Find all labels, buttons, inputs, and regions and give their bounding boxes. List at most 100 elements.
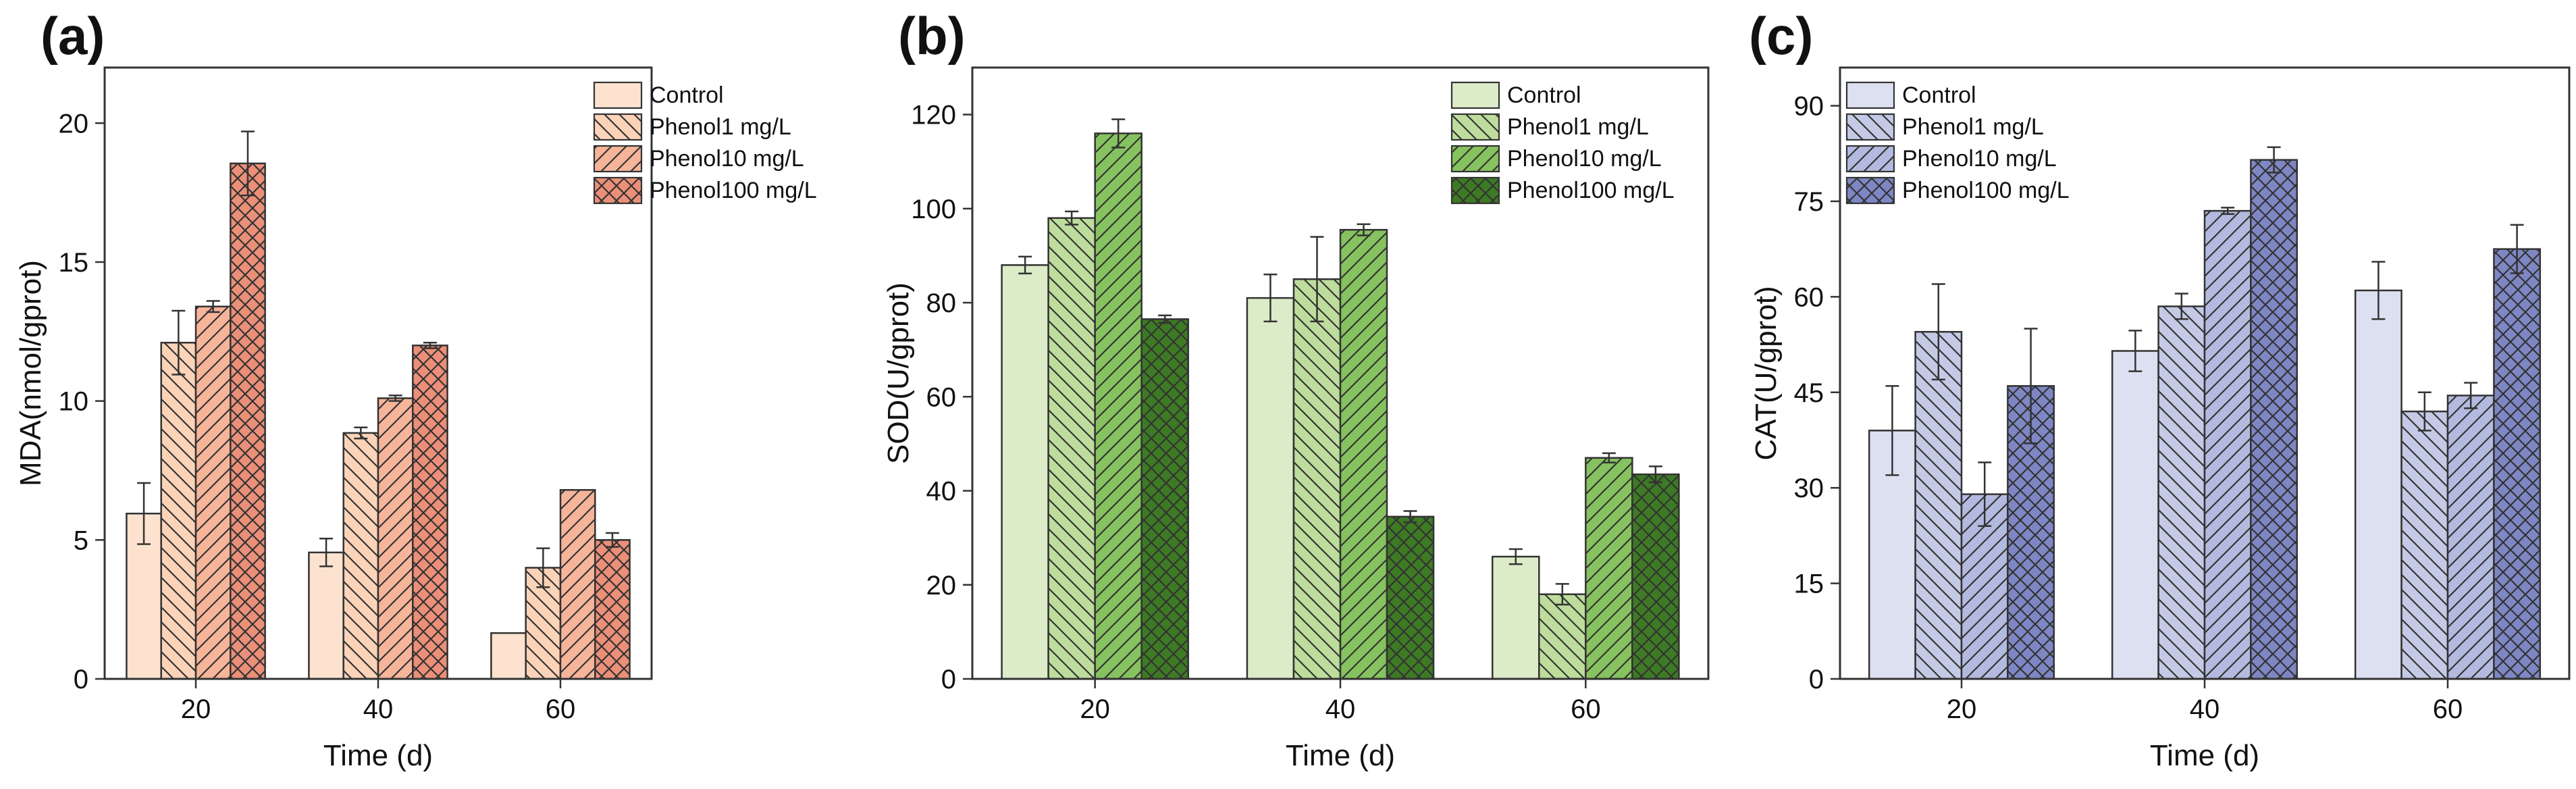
error-bar xyxy=(2128,330,2143,372)
x-tick-label: 60 xyxy=(2433,694,2463,724)
error-bar xyxy=(354,426,368,440)
error-bar xyxy=(1978,461,1992,527)
chart-panel-2: (b) 20 40 60 0 20 40 60 80 100 120 Time (d) SOD(U/gp… xyxy=(882,6,1710,772)
axes-frame xyxy=(971,66,1710,680)
x-tick-label: 40 xyxy=(363,694,394,724)
bar-phenol100-mg-l-20 xyxy=(1140,318,1189,680)
legend-label: Control xyxy=(1902,82,1976,108)
error-bar xyxy=(1602,452,1616,464)
chart-panel-1: (a) 20 40 60 0 5 10 15 20 Time (d) MDA(nmol/gprot)… xyxy=(14,6,817,772)
bar-control-40 xyxy=(1246,297,1295,680)
error-bar xyxy=(2371,261,2386,320)
y-tick-label: 10 xyxy=(59,387,89,417)
bar-phenol100-mg-l-60 xyxy=(2493,248,2542,680)
error-bar xyxy=(1357,223,1371,236)
bar-phenol1-mg-l-20 xyxy=(1047,217,1096,680)
error-bar xyxy=(1403,510,1417,524)
legend-item: Phenol10 mg/L xyxy=(1845,145,2057,173)
error-bar xyxy=(137,482,151,545)
error-bar xyxy=(2510,224,2524,274)
y-tick-label: 30 xyxy=(1794,474,1824,503)
bar-phenol10-mg-l-20 xyxy=(194,305,232,680)
legend-swatch xyxy=(1450,176,1500,205)
legend-item: Control xyxy=(1450,81,1581,109)
legend-swatch xyxy=(1845,145,1895,173)
bar-phenol1-mg-l-40 xyxy=(1292,278,1342,680)
y-tick-label: 20 xyxy=(59,109,89,138)
y-axis-title: SOD(U/gprot) xyxy=(882,282,915,464)
y-tick-label: 15 xyxy=(1794,569,1824,599)
legend-item: Phenol100 mg/L xyxy=(1845,176,2070,205)
error-bar xyxy=(1263,274,1278,323)
error-bar xyxy=(1065,210,1079,226)
y-axis-title: MDA(nmol/gprot) xyxy=(14,260,47,486)
y-axis-title: CAT(U/gprot) xyxy=(1750,286,1783,460)
legend-item: Phenol10 mg/L xyxy=(593,145,804,173)
bar-phenol100-mg-l-60 xyxy=(594,539,631,680)
axes-frame xyxy=(1839,66,2571,680)
panel-label: (a) xyxy=(41,6,105,66)
error-bar xyxy=(1648,465,1662,484)
bar-phenol10-mg-l-40 xyxy=(2203,209,2252,680)
error-bar xyxy=(206,300,220,313)
y-tick-label: 80 xyxy=(926,288,957,318)
legend-label: Phenol100 mg/L xyxy=(1902,178,2070,203)
y-tick-label: 20 xyxy=(926,571,957,601)
bar-control-40 xyxy=(2111,350,2159,680)
bar-control-20 xyxy=(1001,264,1049,680)
x-tick-label: 60 xyxy=(546,694,576,724)
bar-phenol100-mg-l-40 xyxy=(412,345,448,680)
y-tick-label: 90 xyxy=(1794,92,1824,122)
y-tick-label: 75 xyxy=(1794,187,1824,217)
legend-item: Phenol1 mg/L xyxy=(593,113,791,141)
legend-swatch xyxy=(593,81,643,109)
error-bar xyxy=(1885,385,1899,476)
bar-phenol1-mg-l-20 xyxy=(160,342,197,680)
legend-label: Control xyxy=(1507,82,1581,108)
panel-label: (c) xyxy=(1749,6,1813,66)
error-bar xyxy=(2221,207,2235,215)
x-tick-label: 20 xyxy=(181,694,211,724)
error-bar xyxy=(2417,391,2432,432)
y-tick-label: 45 xyxy=(1794,378,1824,408)
legend-item: Phenol10 mg/L xyxy=(1450,145,1662,173)
legend-label: Phenol10 mg/L xyxy=(650,146,804,172)
error-bar xyxy=(2174,292,2188,320)
error-bar xyxy=(605,532,619,548)
bar-phenol1-mg-l-40 xyxy=(342,432,379,680)
bar-phenol10-mg-l-20 xyxy=(1094,132,1142,680)
error-bar xyxy=(388,394,402,402)
error-bar xyxy=(1158,314,1172,324)
error-bar xyxy=(1508,548,1523,565)
bar-phenol10-mg-l-60 xyxy=(1585,457,1633,680)
bar-phenol10-mg-l-60 xyxy=(559,489,596,680)
legend-label: Phenol100 mg/L xyxy=(1507,178,1675,203)
legend-swatch xyxy=(1845,176,1895,205)
y-tick-label: 40 xyxy=(926,477,957,507)
bar-control-60 xyxy=(490,632,527,680)
panel-label: (b) xyxy=(898,6,966,66)
y-tick-label: 100 xyxy=(911,195,956,224)
legend-item: Phenol1 mg/L xyxy=(1845,113,2044,141)
legend-label: Control xyxy=(650,82,724,108)
legend-item: Phenol100 mg/L xyxy=(1450,176,1675,205)
y-tick-label: 15 xyxy=(59,248,89,278)
error-bar xyxy=(423,342,437,349)
bar-phenol100-mg-l-60 xyxy=(1631,473,1680,680)
error-bar xyxy=(1931,283,1945,381)
bar-phenol10-mg-l-60 xyxy=(2446,394,2495,680)
legend-swatch xyxy=(1450,81,1500,109)
x-tick-label: 40 xyxy=(2190,694,2220,724)
error-bar xyxy=(319,538,334,567)
bar-phenol100-mg-l-20 xyxy=(230,162,266,680)
x-axis-title: Time (d) xyxy=(323,739,433,772)
error-bar xyxy=(1018,255,1032,275)
x-axis-title: Time (d) xyxy=(2150,739,2259,772)
bar-phenol10-mg-l-40 xyxy=(1339,228,1388,680)
y-tick-label: 60 xyxy=(1794,282,1824,312)
x-tick-label: 60 xyxy=(1571,694,1601,724)
legend: Control Phenol1 mg/L Phenol10 mg/L Phenol10… xyxy=(1450,81,1675,205)
x-axis-title: Time (d) xyxy=(1286,739,1395,772)
chart-panel-3: (c) 20 40 60 0 15 30 45 60 75 90 Time (d) CAT(U/gpro… xyxy=(1749,6,2571,772)
legend-item: Control xyxy=(593,81,724,109)
